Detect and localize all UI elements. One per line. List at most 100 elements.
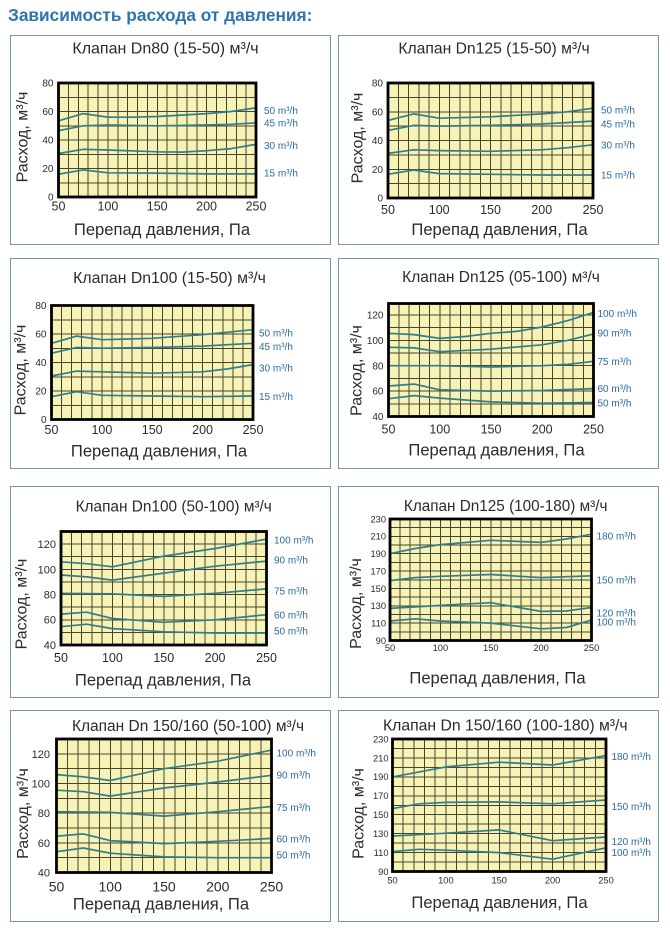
- svg-text:30 m³/h: 30 m³/h: [264, 141, 298, 152]
- svg-text:0: 0: [377, 194, 383, 205]
- svg-text:210: 210: [373, 753, 389, 763]
- svg-text:50: 50: [45, 423, 59, 437]
- svg-text:250: 250: [584, 643, 600, 653]
- svg-text:50: 50: [54, 651, 68, 665]
- svg-text:100 m³/h: 100 m³/h: [274, 536, 313, 547]
- svg-text:120: 120: [367, 311, 384, 322]
- svg-text:Расход, м³/ч: Расход, м³/ч: [349, 93, 366, 184]
- svg-text:150: 150: [491, 876, 507, 886]
- svg-text:90: 90: [376, 636, 386, 646]
- svg-text:250: 250: [243, 423, 264, 437]
- svg-text:80: 80: [44, 590, 56, 602]
- svg-text:60 m³/h: 60 m³/h: [274, 611, 308, 622]
- svg-text:80: 80: [372, 361, 384, 372]
- svg-text:15 m³/h: 15 m³/h: [259, 392, 293, 403]
- svg-text:120 m³/h: 120 m³/h: [597, 609, 636, 620]
- svg-text:180 m³/h: 180 m³/h: [597, 532, 636, 543]
- svg-text:250: 250: [256, 651, 277, 665]
- svg-text:120 m³/h: 120 m³/h: [612, 837, 651, 848]
- svg-text:20: 20: [35, 387, 47, 398]
- svg-text:100: 100: [32, 779, 50, 791]
- svg-text:40: 40: [44, 640, 56, 652]
- svg-text:170: 170: [370, 566, 386, 576]
- svg-text:200: 200: [206, 879, 230, 895]
- svg-text:150: 150: [153, 651, 174, 665]
- svg-text:80: 80: [372, 79, 384, 90]
- svg-text:Клапан Dn100 (15-50) м³/ч: Клапан Dn100 (15-50) м³/ч: [73, 270, 266, 287]
- svg-text:20: 20: [372, 165, 384, 176]
- svg-text:180 m³/h: 180 m³/h: [612, 752, 651, 763]
- svg-text:45 m³/h: 45 m³/h: [601, 120, 635, 131]
- svg-text:250: 250: [583, 423, 604, 437]
- svg-text:60 m³/h: 60 m³/h: [598, 384, 632, 395]
- svg-text:50 m³/h: 50 m³/h: [274, 627, 308, 638]
- svg-text:75 m³/h: 75 m³/h: [277, 803, 311, 814]
- svg-text:Перепад давления, Па: Перепад давления, Па: [74, 220, 251, 239]
- svg-text:190: 190: [370, 549, 386, 559]
- svg-text:50 m³/h: 50 m³/h: [601, 106, 635, 117]
- svg-text:45 m³/h: 45 m³/h: [259, 342, 293, 353]
- svg-text:150 m³/h: 150 m³/h: [597, 576, 636, 587]
- svg-text:200: 200: [532, 423, 553, 437]
- svg-text:Расход, м³/ч: Расход, м³/ч: [15, 768, 32, 859]
- svg-text:Клапан Dn125 (100-180) м³/ч: Клапан Dn125 (100-180) м³/ч: [404, 498, 608, 515]
- svg-text:Расход, м³/ч: Расход, м³/ч: [350, 768, 367, 859]
- svg-text:60: 60: [372, 387, 384, 398]
- svg-text:Расход, м³/ч: Расход, м³/ч: [348, 325, 365, 416]
- svg-text:90 m³/h: 90 m³/h: [277, 771, 311, 782]
- svg-text:150: 150: [481, 423, 502, 437]
- svg-text:50 m³/h: 50 m³/h: [598, 399, 632, 410]
- svg-text:110: 110: [371, 619, 386, 629]
- svg-text:40: 40: [42, 136, 54, 147]
- svg-text:Расход, м³/ч: Расход, м³/ч: [13, 559, 30, 650]
- svg-text:Расход, м³/ч: Расход, м³/ч: [13, 325, 30, 416]
- svg-text:Клапан Dn80 (15-50) м³/ч: Клапан Dn80 (15-50) м³/ч: [72, 41, 258, 58]
- svg-text:200: 200: [531, 203, 552, 217]
- svg-text:Клапан Dn 150/160 (100-180) м³: Клапан Dn 150/160 (100-180) м³/ч: [383, 718, 628, 735]
- svg-text:45 m³/h: 45 m³/h: [264, 119, 298, 130]
- svg-text:250: 250: [246, 200, 267, 214]
- svg-text:Перепад давления, Па: Перепад давления, Па: [71, 442, 248, 461]
- svg-text:50: 50: [385, 643, 395, 653]
- svg-text:Перепад давления, Па: Перепад давления, Па: [409, 669, 586, 688]
- svg-text:80: 80: [38, 808, 50, 820]
- svg-text:100 m³/h: 100 m³/h: [598, 309, 637, 320]
- svg-text:Клапан Dn125 (15-50) м³/ч: Клапан Dn125 (15-50) м³/ч: [398, 41, 589, 58]
- svg-text:50: 50: [387, 876, 397, 886]
- svg-text:100: 100: [91, 423, 112, 437]
- svg-text:190: 190: [373, 772, 389, 782]
- svg-text:150: 150: [142, 423, 163, 437]
- svg-text:50 m³/h: 50 m³/h: [259, 329, 293, 340]
- svg-text:50: 50: [382, 423, 396, 437]
- svg-text:110: 110: [374, 848, 389, 858]
- svg-text:15 m³/h: 15 m³/h: [601, 171, 635, 182]
- svg-text:130: 130: [373, 829, 389, 839]
- svg-text:200: 200: [205, 651, 226, 665]
- svg-text:Расход, м³/ч: Расход, м³/ч: [348, 558, 365, 649]
- svg-text:150: 150: [370, 584, 386, 594]
- svg-text:80: 80: [35, 301, 47, 312]
- svg-text:75 m³/h: 75 m³/h: [274, 587, 308, 598]
- svg-text:Перепад давления, Па: Перепад давления, Па: [411, 893, 588, 912]
- svg-text:200: 200: [545, 876, 561, 886]
- svg-text:100 m³/h: 100 m³/h: [597, 618, 636, 629]
- svg-text:120: 120: [32, 749, 50, 761]
- svg-text:50: 50: [52, 200, 66, 214]
- svg-text:150 m³/h: 150 m³/h: [612, 802, 651, 813]
- svg-text:0: 0: [41, 415, 47, 426]
- svg-text:60: 60: [372, 107, 384, 118]
- svg-text:100: 100: [97, 200, 118, 214]
- svg-text:100: 100: [38, 564, 56, 576]
- svg-text:90 m³/h: 90 m³/h: [598, 329, 632, 340]
- svg-text:50: 50: [381, 203, 395, 217]
- svg-text:Перепад давления, Па: Перепад давления, Па: [411, 220, 588, 239]
- svg-text:150: 150: [147, 200, 168, 214]
- svg-text:40: 40: [38, 868, 50, 880]
- svg-text:Перепад давления, Па: Перепад давления, Па: [408, 441, 585, 460]
- svg-text:40: 40: [372, 412, 384, 423]
- svg-text:230: 230: [370, 514, 386, 524]
- svg-text:250: 250: [260, 879, 284, 895]
- svg-text:250: 250: [598, 876, 614, 886]
- svg-text:90 m³/h: 90 m³/h: [274, 556, 308, 567]
- svg-text:120: 120: [38, 539, 56, 551]
